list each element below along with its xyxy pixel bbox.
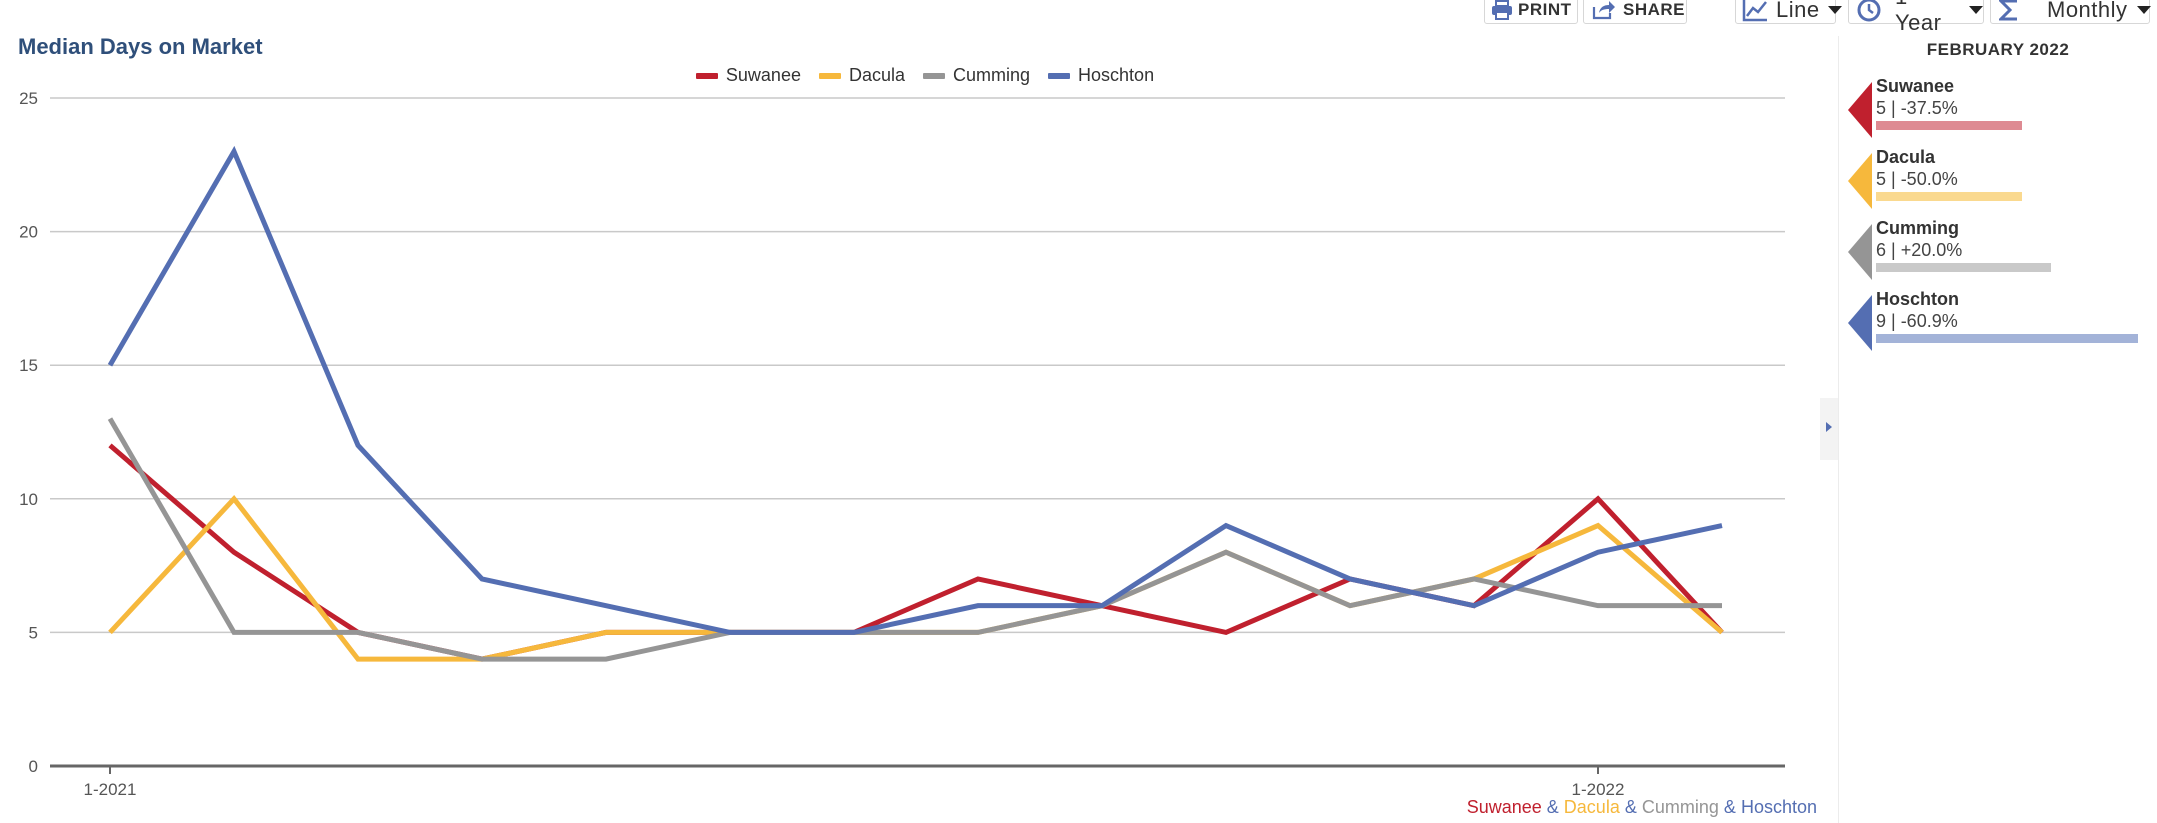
legend-item-hoschton[interactable]: Hoschton [1048,65,1154,86]
share-icon [1592,0,1616,20]
summary-item-dacula[interactable]: Dacula 5 | -50.0% [1848,147,2148,218]
footer-name-dacula: Dacula [1563,797,1620,817]
line-chart: 0 5 10 15 20 25 1-2021 1-2022 [19,89,1785,799]
print-button[interactable]: PRINT [1484,0,1578,24]
summary-value: 6 | +20.0% [1876,240,1963,260]
x-tick-label: 1-2021 [84,780,137,799]
legend-swatch [1048,72,1071,79]
summary-pointer [1848,82,1872,138]
summary-bar [1876,192,2022,201]
summary-bar [1876,263,2051,272]
summary-value: 9 | -60.9% [1876,311,1958,331]
chart-title: Median Days on Market [18,34,263,59]
clock-icon [1857,0,1881,22]
y-tick-label: 25 [19,89,38,108]
summary-pointer [1848,295,1872,351]
print-label: PRINT [1518,0,1572,19]
footer-separator: & [1546,797,1559,817]
line-chart-icon [1742,0,1768,22]
series-line-suwanee [108,443,1724,662]
summary-item-suwanee[interactable]: Suwanee 5 | -37.5% [1848,76,2148,147]
caret-down-icon [1969,5,1983,15]
panel-divider [1838,36,1839,823]
legend-label: Hoschton [1078,65,1155,85]
period-dropdown[interactable]: 1 Year [1848,0,1984,35]
series-line-cumming [107,417,1722,662]
y-tick-label: 0 [29,757,38,776]
printer-icon [1491,0,1513,20]
period-label: 1 Year [1895,0,1942,35]
y-tick-label: 15 [19,356,38,375]
y-tick-label: 20 [19,223,38,242]
chart-legend: Suwanee Dacula Cumming Hoschton [0,65,1850,86]
footer-name-suwanee: Suwanee [1466,797,1542,817]
chevron-right-icon [1825,420,1833,438]
footer-separator: & [1624,797,1637,817]
summary-panel: FEBRUARY 2022 Suwanee 5 | -37.5% Dacula … [1848,40,2148,360]
y-tick-label: 10 [19,490,38,509]
legend-item-dacula[interactable]: Dacula [818,65,905,86]
summary-pointer [1848,153,1872,209]
collapse-panel-button[interactable] [1820,398,1838,460]
caret-down-icon [1827,5,1842,15]
legend-label: Dacula [848,65,905,85]
y-tick-label: 5 [29,623,38,642]
chart-type-dropdown[interactable]: Line [1735,0,1842,24]
summary-month: FEBRUARY 2022 [1926,40,2070,59]
footer-name-cumming: Cumming [1641,797,1719,817]
summary-item-hoschton[interactable]: Hoschton 9 | -60.9% [1848,289,2148,360]
summary-bar [1876,121,2022,130]
interval-label: Monthly [2047,0,2128,22]
share-label: SHARE [1623,0,1686,19]
summary-bar [1876,334,2138,343]
x-tick-label: 1-2022 [1572,780,1625,799]
legend-label: Cumming [953,65,1031,85]
legend-item-cumming[interactable]: Cumming [923,65,1030,86]
legend-swatch [695,72,718,79]
legend-swatch [818,72,841,79]
caret-down-icon [2136,5,2151,15]
summary-pointer [1848,224,1872,280]
sigma-icon [1999,0,2019,22]
summary-name: Dacula [1876,147,1936,167]
footer-separator: & [1723,797,1736,817]
summary-item-cumming[interactable]: Cumming 6 | +20.0% [1848,218,2148,289]
interval-dropdown[interactable]: Monthly [1990,0,2151,24]
footer-series-legend: Suwanee & Dacula & Cumming & Hoschton [1467,797,1817,818]
summary-name: Suwanee [1876,76,1955,96]
summary-name: Hoschton [1876,289,1959,309]
summary-value: 5 | -37.5% [1876,98,1958,118]
footer-name-hoschton: Hoschton [1740,797,1817,817]
series-line-hoschton [107,145,1723,635]
chart-type-label: Line [1776,0,1820,22]
summary-name: Cumming [1876,218,1959,238]
legend-item-suwanee[interactable]: Suwanee [695,65,801,86]
summary-value: 5 | -50.0% [1876,169,1958,189]
share-button[interactable]: SHARE [1583,0,1687,24]
legend-swatch [923,72,945,79]
legend-label: Suwanee [725,65,801,85]
